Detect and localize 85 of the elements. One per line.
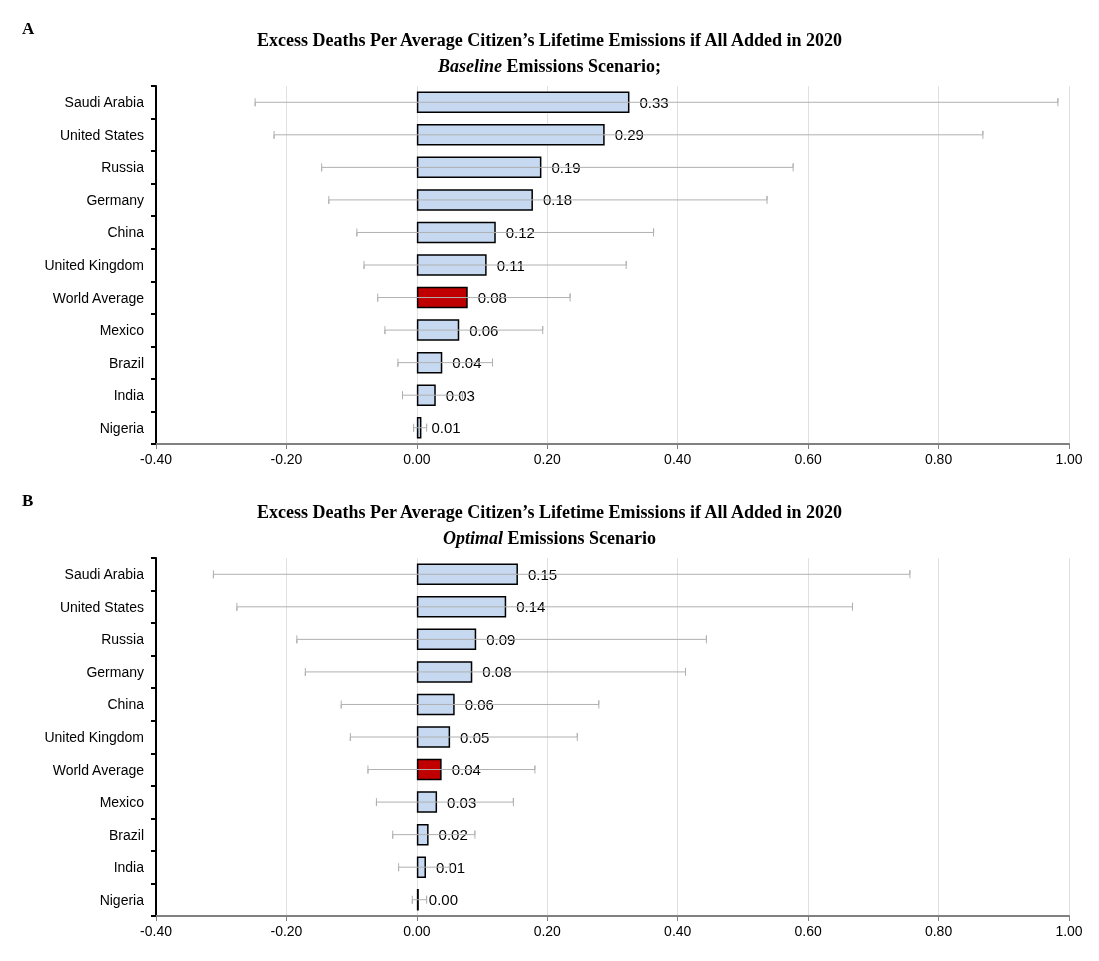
bar <box>416 661 473 683</box>
x-tick-label: -0.40 <box>140 451 173 467</box>
chart-title: Excess Deaths Per Average Citizen’s Lifetime Emissions if All Added in 2020 <box>256 30 843 50</box>
data-label: 0.19 <box>551 158 581 176</box>
text: A <box>22 19 35 38</box>
bar <box>416 384 436 406</box>
data-label: 0.11 <box>496 256 525 274</box>
data-label: 0.15 <box>527 565 558 583</box>
bar <box>416 156 542 179</box>
bar <box>416 693 455 716</box>
bar <box>416 856 426 878</box>
y-tick-label: Brazil <box>108 354 144 371</box>
bar <box>416 628 477 651</box>
y-tick-label: Nigeria <box>99 891 145 908</box>
bar <box>416 254 487 276</box>
data-label: 0.06 <box>464 695 494 713</box>
chart-title: Excess Deaths Per Average Citizen’s Lifetime Emissions if All Added in 2020 <box>256 502 843 522</box>
bar <box>416 563 518 586</box>
y-tick-label: India <box>113 859 145 876</box>
data-label: 0.12 <box>505 223 535 241</box>
y-tick-label: Saudi Arabia <box>64 566 145 583</box>
data-label: 0.09 <box>486 630 516 648</box>
y-tick-label: Saudi Arabia <box>64 94 145 111</box>
data-label: 0.03 <box>445 386 475 404</box>
y-tick-label: Mexico <box>99 322 145 339</box>
x-tick-label: 0.80 <box>924 451 953 467</box>
y-tick-label: United States <box>59 126 144 143</box>
bar <box>416 823 429 846</box>
x-tick-label: 0.00 <box>403 923 431 939</box>
bar <box>416 351 443 374</box>
y-tick-label: Germany <box>86 191 144 208</box>
x-tick-label: 0.00 <box>403 451 431 467</box>
x-tick-label: 0.20 <box>533 451 562 467</box>
x-tick-label: -0.40 <box>140 923 173 939</box>
bar <box>416 758 442 781</box>
y-tick-label: World Average <box>52 289 145 306</box>
data-label: 0.02 <box>438 826 468 844</box>
data-label: 0.05 <box>460 728 490 746</box>
data-label: 0.18 <box>542 191 573 209</box>
data-label: 0.03 <box>447 793 477 811</box>
y-tick-label: United States <box>59 598 144 615</box>
bar <box>416 791 438 813</box>
x-tick-label: 1.00 <box>1055 923 1083 939</box>
y-tick-label: World Average <box>52 761 145 778</box>
chart-subtitle: Baseline Emissions Scenario; <box>436 56 662 76</box>
data-label: 0.08 <box>482 663 512 681</box>
y-tick-label: Nigeria <box>99 419 145 436</box>
x-tick-label: 0.60 <box>794 451 822 467</box>
x-tick-label: -0.20 <box>270 451 303 467</box>
x-tick-label: 0.80 <box>924 923 953 939</box>
bar <box>416 319 460 341</box>
y-tick-label: United Kingdom <box>44 257 144 273</box>
y-tick-label: Russia <box>101 159 145 176</box>
x-tick-label: 0.20 <box>533 923 562 939</box>
x-tick-label: 0.40 <box>664 451 692 467</box>
data-label: 0.01 <box>431 419 461 437</box>
y-tick-label: China <box>107 696 145 713</box>
bar <box>416 596 507 618</box>
x-tick-label: -0.20 <box>270 923 303 939</box>
data-label: 0.00 <box>428 891 459 909</box>
x-tick-label: 1.00 <box>1055 451 1083 467</box>
y-tick-label: United Kingdom <box>44 729 144 745</box>
y-tick-label: India <box>113 387 145 404</box>
y-tick-label: China <box>107 224 145 241</box>
data-label: 0.04 <box>451 761 481 779</box>
y-tick-label: Brazil <box>108 826 144 843</box>
bar <box>416 124 605 146</box>
y-tick-label: Mexico <box>99 794 145 811</box>
bar <box>416 221 496 244</box>
text: B <box>22 491 34 510</box>
data-label: 0.33 <box>639 93 669 111</box>
bar <box>416 726 451 748</box>
y-tick-label: Russia <box>101 631 145 648</box>
x-tick-label: 0.40 <box>664 923 692 939</box>
data-label: 0.29 <box>614 126 644 144</box>
bar <box>416 286 468 309</box>
data-label: 0.04 <box>452 354 482 372</box>
data-label: 0.06 <box>469 321 499 339</box>
y-tick-label: Germany <box>86 663 144 680</box>
data-label: 0.14 <box>516 598 546 616</box>
chart-subtitle: Optimal Emissions Scenario <box>442 528 657 548</box>
bar <box>416 91 630 114</box>
data-label: 0.01 <box>435 858 466 876</box>
data-label: 0.08 <box>477 289 507 307</box>
x-tick-label: 0.60 <box>794 923 822 939</box>
